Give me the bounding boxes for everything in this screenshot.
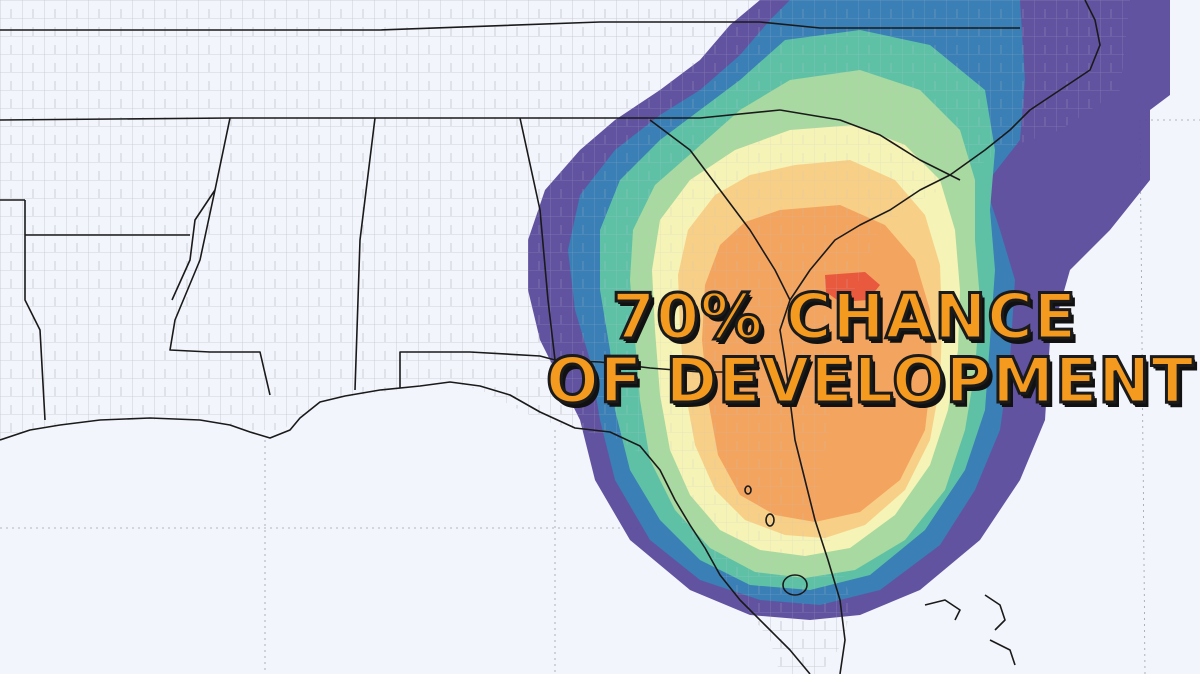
atlantic-coastline: [779, 0, 1101, 674]
bahamas: [924, 594, 1016, 666]
lake-small: [744, 485, 752, 495]
graticule: [0, 119, 1200, 674]
state-border-nc-sc: [779, 109, 961, 181]
state-border-ga-fl: [554, 359, 761, 373]
state-border-ms: [169, 117, 271, 396]
state-border-tn: [0, 109, 781, 121]
state-border-la: [24, 200, 190, 421]
state-border-ga-sc: [649, 119, 791, 301]
lake-small: [765, 513, 775, 527]
state-border-al-fl: [399, 351, 556, 388]
river-ms: [171, 189, 216, 301]
state-border-al-ga: [519, 117, 561, 381]
state-border-north: [0, 21, 1020, 31]
lake-okeechobee: [782, 574, 808, 596]
borders: [0, 0, 1101, 674]
gulf-coastline: [0, 381, 811, 674]
state-border-al-ms: [354, 117, 376, 391]
